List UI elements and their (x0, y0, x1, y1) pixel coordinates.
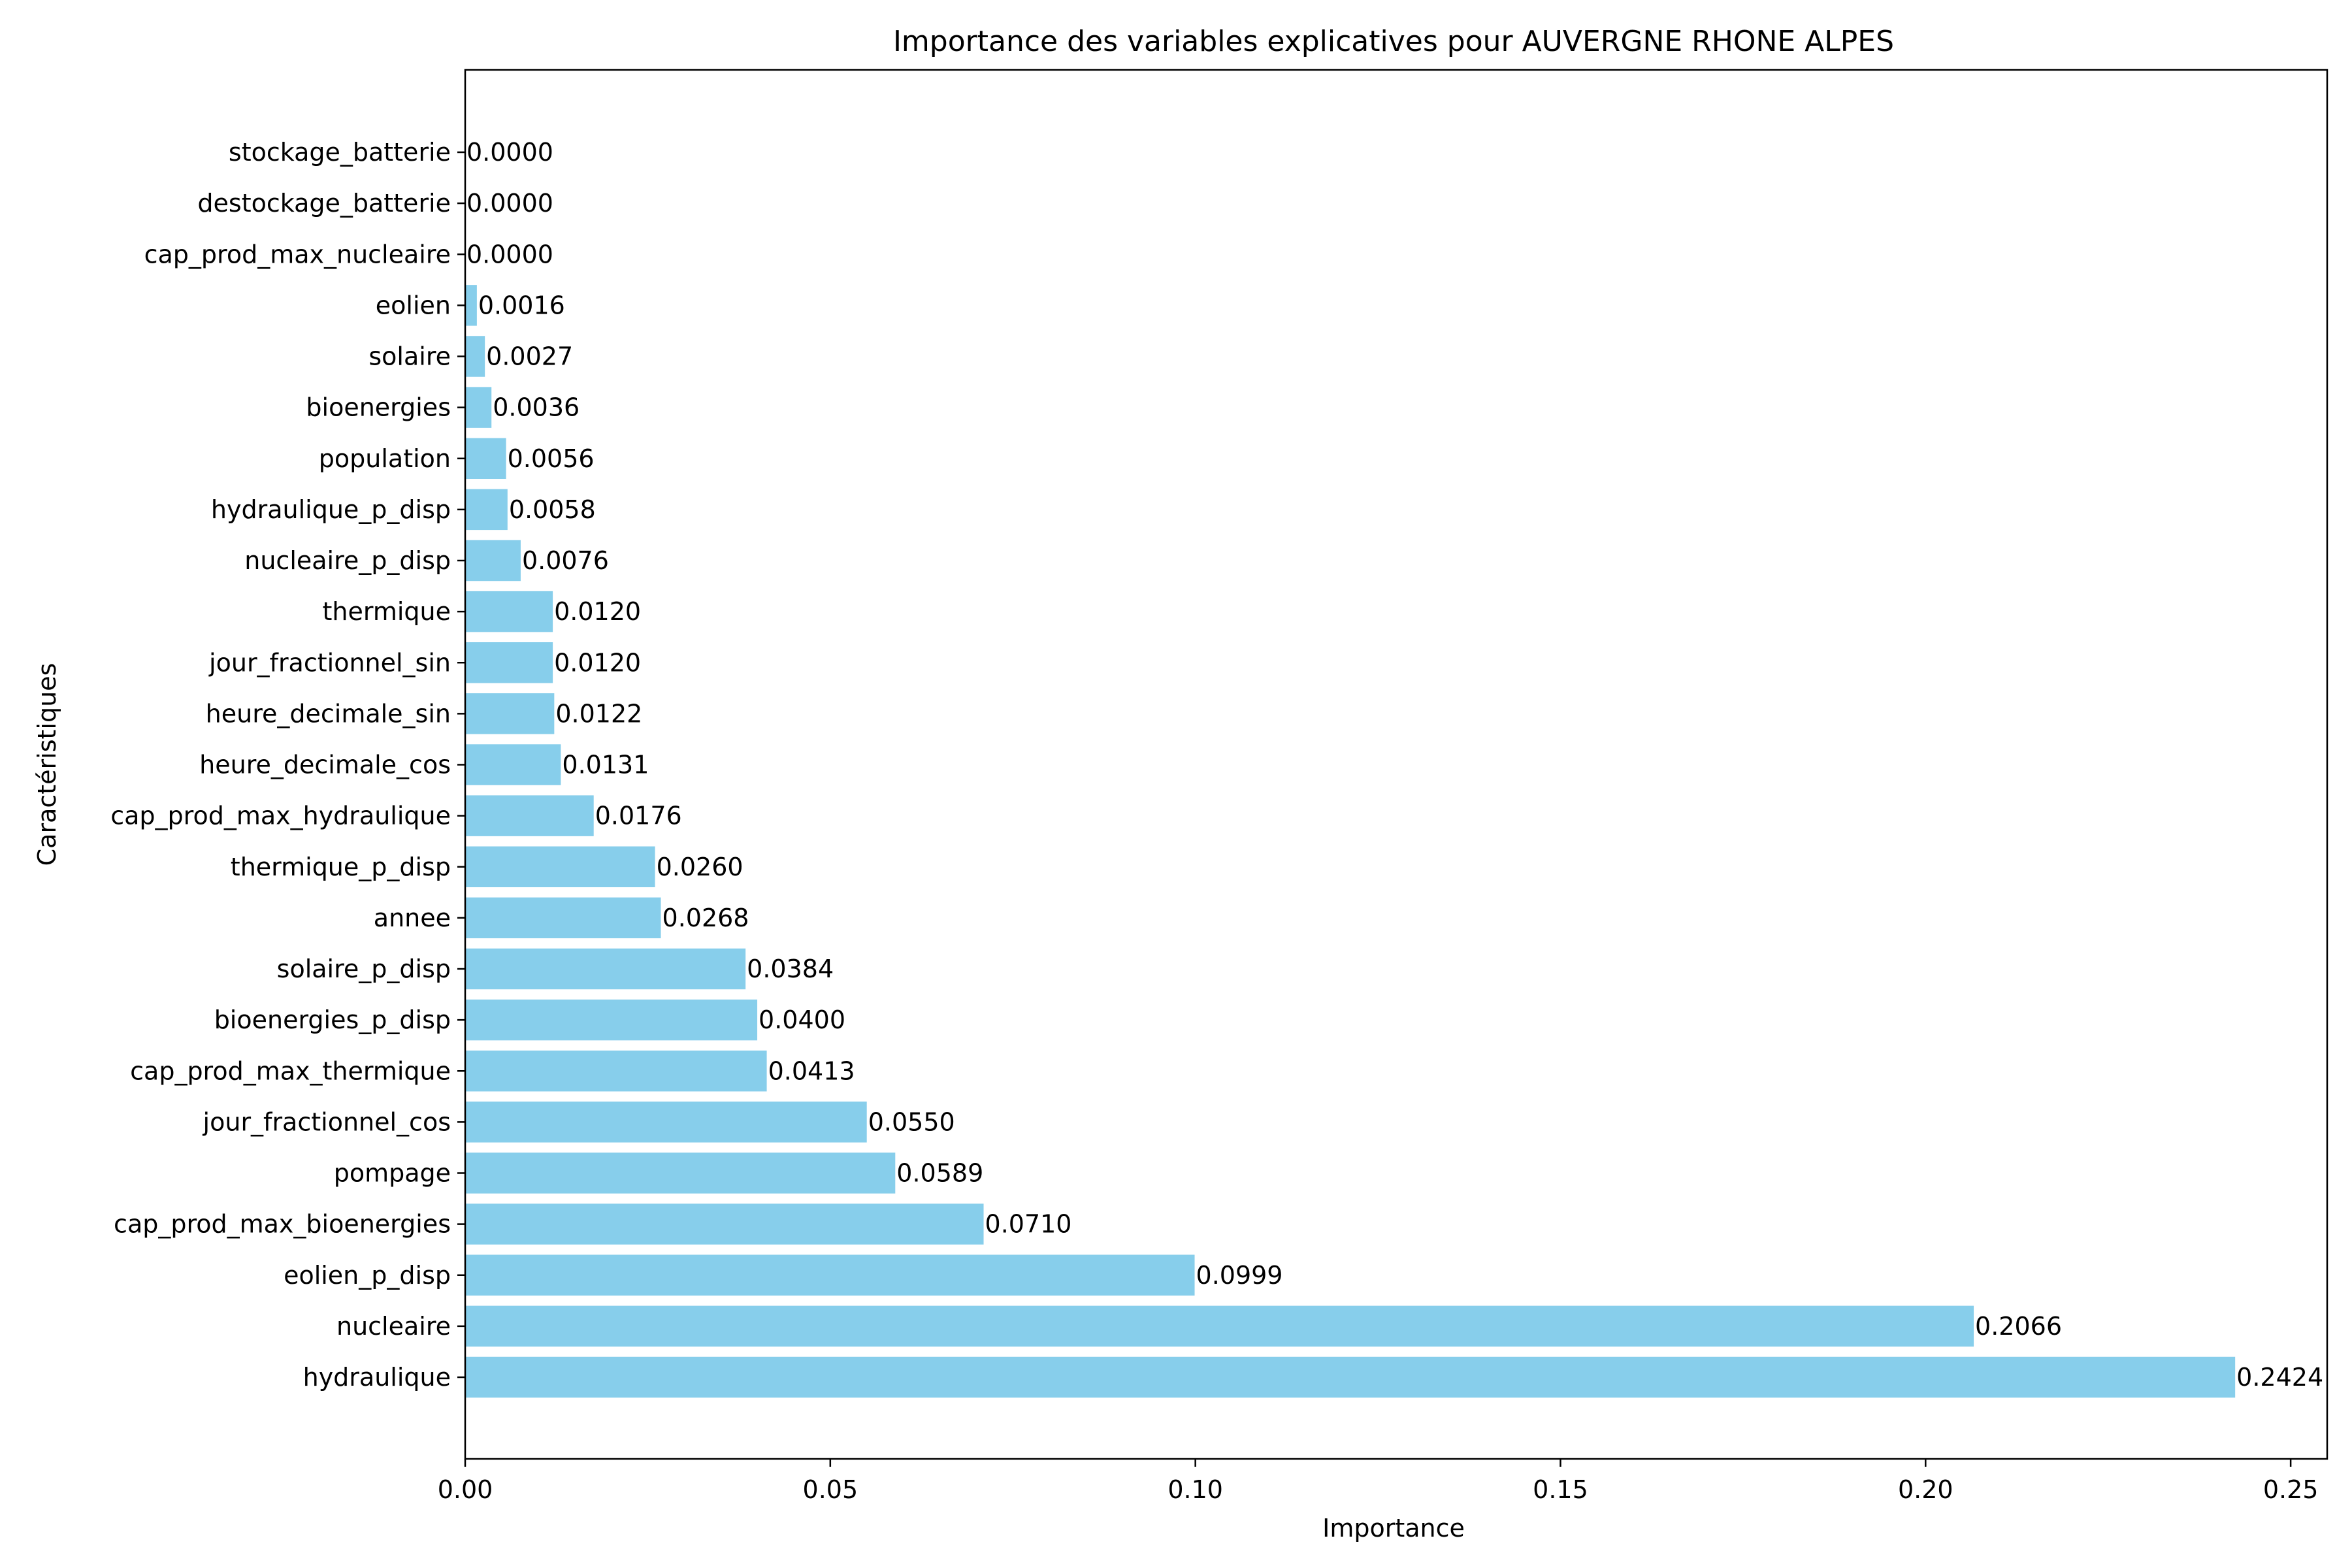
y-tick-label: jour_fractionnel_cos (203, 1107, 451, 1136)
y-tick-label: eolien (376, 291, 451, 319)
bar-value-label: 0.0550 (868, 1107, 955, 1136)
bar-eolien (465, 285, 477, 326)
bar-hydraulique (465, 1356, 2236, 1398)
bar-bioenergies (465, 387, 492, 428)
plot-area-frame (464, 69, 2328, 1460)
y-tick-label: cap_prod_max_hydraulique (110, 802, 451, 830)
y-tick-label: heure_decimale_cos (199, 751, 451, 779)
y-tick-label: eolien_p_disp (284, 1261, 451, 1290)
y-tick-label: nucleaire_p_disp (244, 546, 451, 575)
y-tick-label: destockage_batterie (197, 189, 451, 218)
y-tick-label: hydraulique (303, 1363, 451, 1392)
bar-value-label: 0.0076 (522, 546, 609, 575)
bar-value-label: 0.0120 (554, 648, 641, 677)
bar-population (465, 438, 506, 479)
bar-value-label: 0.0056 (508, 444, 595, 473)
bar-value-label: 0.0268 (662, 904, 749, 932)
y-tick-label: bioenergies (306, 393, 451, 422)
bar-value-label: 0.0384 (747, 955, 834, 983)
bar-value-label: 0.0120 (554, 597, 641, 626)
y-tick-label: pompage (334, 1159, 451, 1188)
x-tick-label: 0.20 (1898, 1475, 1953, 1504)
bar-value-label: 0.0027 (486, 342, 573, 371)
y-tick-label: hydraulique_p_disp (211, 495, 451, 524)
bar-value-label: 0.0176 (595, 802, 682, 830)
bar-value-label: 0.0036 (493, 393, 580, 422)
bar-jour_fractionnel_cos (465, 1102, 867, 1143)
bar-value-label: 0.0000 (466, 138, 553, 167)
bar-value-label: 0.0999 (1196, 1261, 1283, 1290)
bar-pompage (465, 1152, 896, 1194)
bar-thermique_p_disp (465, 846, 655, 887)
x-tick-label: 0.00 (438, 1475, 493, 1504)
y-tick-label: jour_fractionnel_sin (208, 648, 451, 677)
y-tick-label: nucleaire (336, 1312, 451, 1341)
bar-value-label: 0.0413 (768, 1056, 855, 1085)
bar-thermique (465, 591, 553, 632)
bar-value-label: 0.0400 (759, 1005, 845, 1034)
y-tick-label: heure_decimale_sin (206, 699, 451, 728)
bar-solaire (465, 336, 485, 377)
bar-jour_fractionnel_sin (465, 642, 553, 683)
bar-value-label: 0.0589 (896, 1159, 983, 1188)
bar-value-label: 0.0260 (657, 853, 743, 881)
bar-nucleaire (465, 1305, 1974, 1347)
x-tick-label: 0.05 (803, 1475, 858, 1504)
chart-title: Importance des variables explicatives po… (893, 25, 1894, 58)
bar-value-label: 0.0131 (562, 751, 649, 779)
y-tick-label: bioenergies_p_disp (214, 1005, 451, 1034)
bar-heure_decimale_cos (465, 744, 561, 785)
bar-value-label: 0.0000 (466, 189, 553, 218)
bar-heure_decimale_sin (465, 693, 555, 734)
x-tick-label: 0.25 (2263, 1475, 2319, 1504)
bar-value-label: 0.2424 (2236, 1363, 2323, 1392)
bar-hydraulique_p_disp (465, 489, 508, 531)
y-tick-label: cap_prod_max_nucleaire (144, 240, 451, 269)
x-tick-label: 0.15 (1533, 1475, 1588, 1504)
y-tick-label: cap_prod_max_thermique (130, 1056, 451, 1085)
bar-value-label: 0.0710 (985, 1210, 1072, 1239)
y-tick-label: thermique_p_disp (231, 853, 451, 881)
bar-value-label: 0.0058 (509, 495, 596, 524)
y-tick-label: cap_prod_max_bioenergies (114, 1210, 451, 1239)
bar-cap_prod_max_hydraulique (465, 795, 594, 836)
bar-value-label: 0.0122 (555, 699, 642, 728)
x-ticks: 0.00 0.05 0.10 0.15 0.20 0.25 (438, 1459, 2319, 1504)
bar-cap_prod_max_thermique (465, 1051, 767, 1092)
y-axis-label: Caractéristiques (33, 663, 61, 866)
bars-layer (465, 285, 2236, 1398)
y-ticks: hydraulique nucleaire eolien_p_disp cap_pro… (110, 138, 465, 1392)
x-axis-label: Importance (1322, 1514, 1465, 1543)
bar-bioenergies_p_disp (465, 999, 758, 1041)
bar-nucleaire_p_disp (465, 540, 521, 581)
y-tick-label: annee (374, 904, 451, 932)
bar-eolien_p_disp (465, 1254, 1195, 1296)
y-tick-label: solaire (368, 342, 451, 371)
bar-annee (465, 897, 661, 939)
x-tick-label: 0.10 (1168, 1475, 1223, 1504)
bar-solaire_p_disp (465, 948, 746, 990)
bar-value-label: 0.0000 (466, 240, 553, 269)
bar-cap_prod_max_bioenergies (465, 1203, 984, 1245)
y-tick-label: stockage_batterie (229, 138, 451, 167)
y-tick-label: population (319, 444, 451, 473)
bar-value-label: 0.0016 (478, 291, 565, 319)
y-tick-label: solaire_p_disp (277, 955, 451, 983)
y-tick-label: thermique (323, 597, 451, 626)
bar-value-label: 0.2066 (1975, 1312, 2062, 1341)
